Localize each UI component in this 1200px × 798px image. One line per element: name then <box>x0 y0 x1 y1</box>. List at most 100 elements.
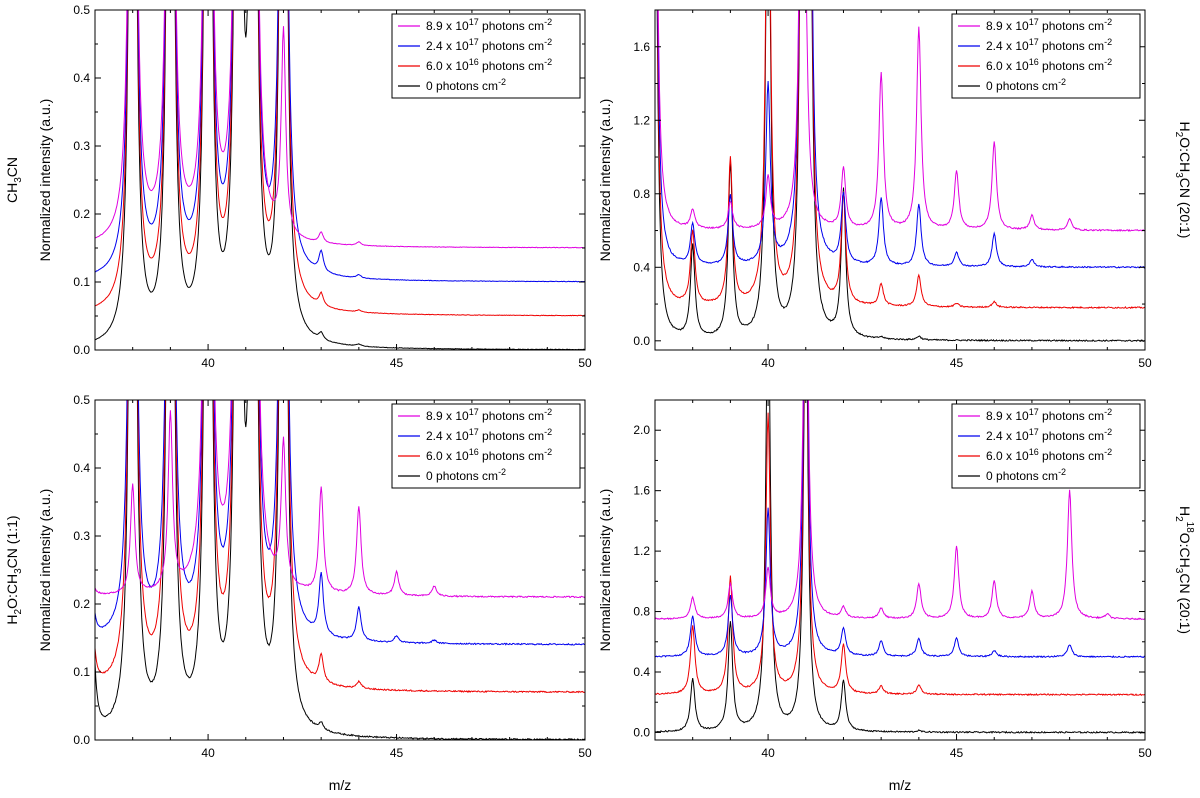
sample-label: H218O:CH3CN (20:1) <box>1173 506 1195 634</box>
sample-label-part: CN (20:1) <box>1177 178 1193 239</box>
sample-label-part: O:CH <box>4 574 20 609</box>
series-line <box>656 10 1145 310</box>
series-line <box>655 400 1145 697</box>
series-line <box>95 400 585 599</box>
sample-label-part: CN <box>4 157 20 177</box>
series-line <box>656 10 1145 342</box>
x-tick-label: 50 <box>1138 356 1152 370</box>
y-tick-label: 0.0 <box>73 343 90 357</box>
y-tick-label: 1.2 <box>633 113 650 127</box>
series-layer-ch3cn <box>95 10 585 350</box>
sample-label-part: 18 <box>1184 522 1195 534</box>
y-tick-label: 0.1 <box>73 275 90 289</box>
series-line <box>655 400 1145 621</box>
x-axis-title: m/z <box>889 777 912 793</box>
panel-h2o-ch3cn-20-1: 40 45 50 0.0 0.4 0.8 1.2 1.6 Normalized intensi… <box>597 9 1193 370</box>
series-line <box>95 400 585 646</box>
y-tick-label: 0.8 <box>633 605 650 619</box>
panel-h218o-ch3cn-20-1: 40 45 50 0.0 0.4 0.8 1.2 1.6 2.0 Normalized inte… <box>597 399 1195 793</box>
y-tick-label: 0.1 <box>73 665 90 679</box>
sample-label-part: 2 <box>13 608 24 614</box>
sample-label-part: O:CH <box>1177 533 1193 568</box>
sample-label-part: H <box>1177 122 1193 132</box>
legend-entry: 0 photons cm-2 <box>426 467 506 483</box>
ticks-h2o-ch3cn-20-1: 40 45 50 0.0 0.4 0.8 1.2 1.6 <box>633 9 1152 370</box>
y-tick-label: 0.8 <box>633 187 650 201</box>
legend-entry: 8.9 x 1017 photons cm-2 <box>986 407 1112 423</box>
y-axis-title: Normalized intensity (a.u.) <box>37 489 53 652</box>
legend-h2o-ch3cn-1-1: 8.9 x 1017 photons cm-2 2.4 x 1017 photon… <box>391 403 581 489</box>
legend-entry: 2.4 x 1017 photons cm-2 <box>986 37 1112 53</box>
series-line <box>95 10 585 350</box>
legend-box <box>951 403 1141 489</box>
sample-label-part: 2 <box>1173 132 1184 138</box>
sample-label-part: H <box>4 614 20 624</box>
y-tick-label: 2.0 <box>633 423 650 437</box>
legend-entry: 8.9 x 1017 photons cm-2 <box>426 407 552 423</box>
sample-label: H2O:CH3CN (20:1) <box>1173 122 1193 239</box>
series-line <box>95 10 585 283</box>
legend-entry: 2.4 x 1017 photons cm-2 <box>986 427 1112 443</box>
x-tick-label: 50 <box>578 746 592 760</box>
series-line <box>657 10 1145 232</box>
y-tick-label: 0.3 <box>73 139 90 153</box>
y-tick-label: 0.0 <box>633 725 650 739</box>
legend-entry: 6.0 x 1016 photons cm-2 <box>986 57 1112 73</box>
ticks-h2o-ch3cn-1-1: 40 45 50 0.0 0.1 0.2 0.3 0.4 0.5 <box>73 393 592 760</box>
y-axis-title: Normalized intensity (a.u.) <box>37 99 53 262</box>
x-tick-label: 40 <box>761 356 775 370</box>
series-line <box>655 400 1145 659</box>
legend-h2o-ch3cn-20-1: 8.9 x 1017 photons cm-2 2.4 x 1017 photon… <box>951 13 1141 99</box>
legend-entry: 6.0 x 1016 photons cm-2 <box>426 57 552 73</box>
x-tick-label: 40 <box>201 746 215 760</box>
y-tick-label: 1.6 <box>633 484 650 498</box>
y-tick-label: 0.0 <box>633 334 650 348</box>
sample-label-part: 3 <box>13 568 24 574</box>
y-tick-label: 0.3 <box>73 529 90 543</box>
y-tick-label: 0.4 <box>73 461 90 475</box>
series-layer-h2o-ch3cn-1-1 <box>95 400 585 740</box>
sample-label-part: O:CH <box>1177 137 1193 172</box>
ticks-ch3cn: 40 45 50 0.0 0.1 0.2 0.3 0.4 0.5 <box>73 3 592 370</box>
y-tick-label: 1.6 <box>633 40 650 54</box>
y-tick-label: 0.5 <box>73 393 90 407</box>
legend-h218o-ch3cn-20-1: 8.9 x 1017 photons cm-2 2.4 x 1017 photon… <box>951 403 1141 489</box>
legend-entry: 0 photons cm-2 <box>426 77 506 93</box>
y-tick-label: 0.4 <box>633 260 650 274</box>
series-layer-h2o-ch3cn-20-1 <box>656 10 1145 342</box>
x-tick-label: 40 <box>761 746 775 760</box>
plot-frame <box>654 9 1146 351</box>
legend-box <box>391 403 581 489</box>
legend-box <box>951 13 1141 99</box>
panel-ch3cn: 40 45 50 0.0 0.1 0.2 0.3 0.4 0.5 Normalized inte… <box>4 3 592 370</box>
y-tick-label: 0.2 <box>73 597 90 611</box>
legend-entry: 0 photons cm-2 <box>986 467 1066 483</box>
sample-label-part: 3 <box>13 177 24 183</box>
x-tick-label: 45 <box>950 746 964 760</box>
series-line <box>95 10 585 317</box>
series-line <box>95 400 585 694</box>
y-axis-title: Normalized intensity (a.u.) <box>597 99 613 262</box>
x-axis-title: m/z <box>329 777 352 793</box>
sample-label-part: 3 <box>1173 172 1184 178</box>
plot-frame <box>654 399 1146 741</box>
sample-label-part: CN (20:1) <box>1177 573 1193 634</box>
x-tick-label: 45 <box>390 746 404 760</box>
legend-entry: 8.9 x 1017 photons cm-2 <box>986 17 1112 33</box>
x-tick-label: 45 <box>950 356 964 370</box>
legend-entry: 6.0 x 1016 photons cm-2 <box>986 447 1112 463</box>
legend-box <box>391 13 581 99</box>
series-line <box>657 10 1145 269</box>
series-line <box>95 10 585 249</box>
sample-label-part: 2 <box>1173 516 1184 522</box>
sample-label-part: CH <box>4 183 20 203</box>
legend-ch3cn: 8.9 x 1017 photons cm-2 2.4 x 1017 photon… <box>391 13 581 99</box>
y-tick-label: 0.4 <box>633 665 650 679</box>
y-tick-label: 0.4 <box>73 71 90 85</box>
legend-entry: 2.4 x 1017 photons cm-2 <box>426 37 552 53</box>
x-tick-label: 40 <box>201 356 215 370</box>
x-tick-label: 50 <box>578 356 592 370</box>
sample-label-part: CN (1:1) <box>4 515 20 568</box>
sample-label-part: H <box>1177 506 1193 516</box>
